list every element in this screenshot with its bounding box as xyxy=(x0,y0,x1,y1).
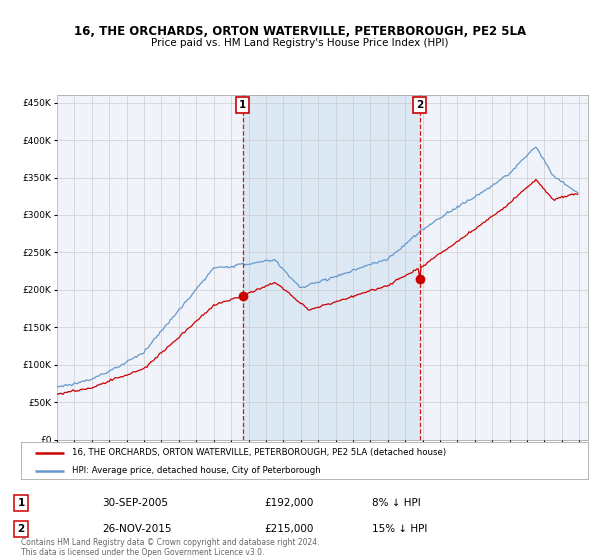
Text: Contains HM Land Registry data © Crown copyright and database right 2024.
This d: Contains HM Land Registry data © Crown c… xyxy=(21,538,320,557)
Text: 16, THE ORCHARDS, ORTON WATERVILLE, PETERBOROUGH, PE2 5LA: 16, THE ORCHARDS, ORTON WATERVILLE, PETE… xyxy=(74,25,526,38)
Text: 30-SEP-2005: 30-SEP-2005 xyxy=(102,498,168,508)
Text: 26-NOV-2015: 26-NOV-2015 xyxy=(102,524,172,534)
Bar xyxy=(243,95,420,440)
Text: 2: 2 xyxy=(17,524,25,534)
Text: HPI: Average price, detached house, City of Peterborough: HPI: Average price, detached house, City… xyxy=(72,466,321,475)
Text: 1: 1 xyxy=(17,498,25,508)
Text: 15% ↓ HPI: 15% ↓ HPI xyxy=(372,524,427,534)
Text: £192,000: £192,000 xyxy=(264,498,313,508)
Text: 8% ↓ HPI: 8% ↓ HPI xyxy=(372,498,421,508)
Text: £215,000: £215,000 xyxy=(264,524,313,534)
Text: Price paid vs. HM Land Registry's House Price Index (HPI): Price paid vs. HM Land Registry's House … xyxy=(151,38,449,48)
Text: 16, THE ORCHARDS, ORTON WATERVILLE, PETERBOROUGH, PE2 5LA (detached house): 16, THE ORCHARDS, ORTON WATERVILLE, PETE… xyxy=(72,448,446,457)
Text: 1: 1 xyxy=(239,100,247,110)
Text: 2: 2 xyxy=(416,100,424,110)
